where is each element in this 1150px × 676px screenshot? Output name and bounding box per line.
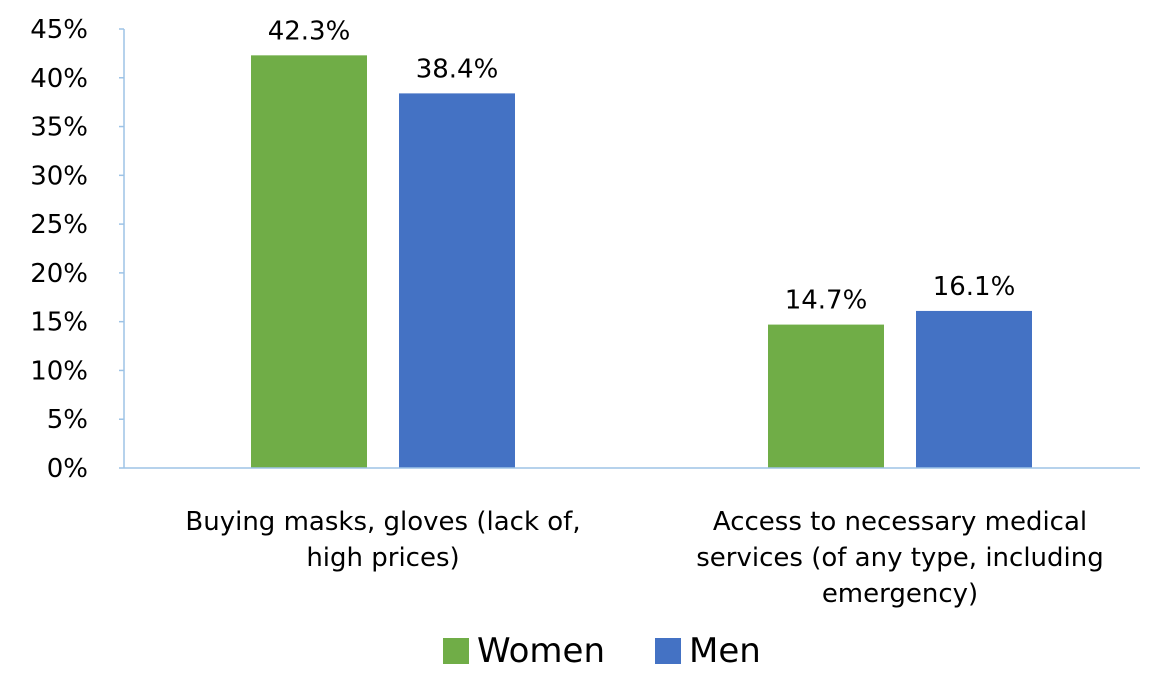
y-tick-label: 25%	[30, 210, 88, 240]
legend-swatch-women	[443, 638, 469, 664]
y-tick-label: 10%	[30, 356, 88, 386]
bars	[251, 55, 1032, 469]
x-category-label: Buying masks, gloves (lack of,	[185, 507, 580, 537]
bar-women-1	[251, 55, 367, 469]
data-label-men-2: 16.1%	[933, 272, 1016, 302]
legend-swatch-men	[655, 638, 681, 664]
x-category-label: emergency)	[822, 579, 978, 609]
legend-label-women: Women	[477, 631, 605, 671]
bar-men-1	[399, 93, 515, 469]
x-axis: Buying masks, gloves (lack of, high price…	[124, 467, 1140, 609]
data-label-women-1: 42.3%	[268, 16, 351, 46]
y-tick-label: 20%	[30, 259, 88, 289]
x-category-label: Access to necessary medical	[713, 507, 1087, 537]
y-tick-label: 0%	[47, 454, 88, 484]
x-category-label: services (of any type, including	[696, 543, 1104, 573]
y-tick-label: 40%	[30, 64, 88, 94]
bar-women-2	[768, 324, 884, 468]
bar-men-2	[916, 310, 1032, 468]
data-label-men-1: 38.4%	[416, 54, 499, 84]
legend: Women Men	[443, 631, 761, 671]
y-tick-label: 15%	[30, 308, 88, 338]
y-tick-label: 30%	[30, 161, 88, 191]
data-labels: 42.3% 38.4% 14.7% 16.1%	[268, 16, 1016, 315]
y-axis: 0% 5% 10% 15% 20% 25% 30% 35% 40% 45%	[30, 15, 125, 484]
y-tick-label: 45%	[30, 15, 88, 45]
y-tick-label: 5%	[47, 405, 88, 435]
legend-label-men: Men	[689, 631, 761, 671]
y-tick-label: 35%	[30, 113, 88, 143]
x-category-label: high prices)	[306, 543, 459, 573]
data-label-women-2: 14.7%	[785, 286, 868, 316]
